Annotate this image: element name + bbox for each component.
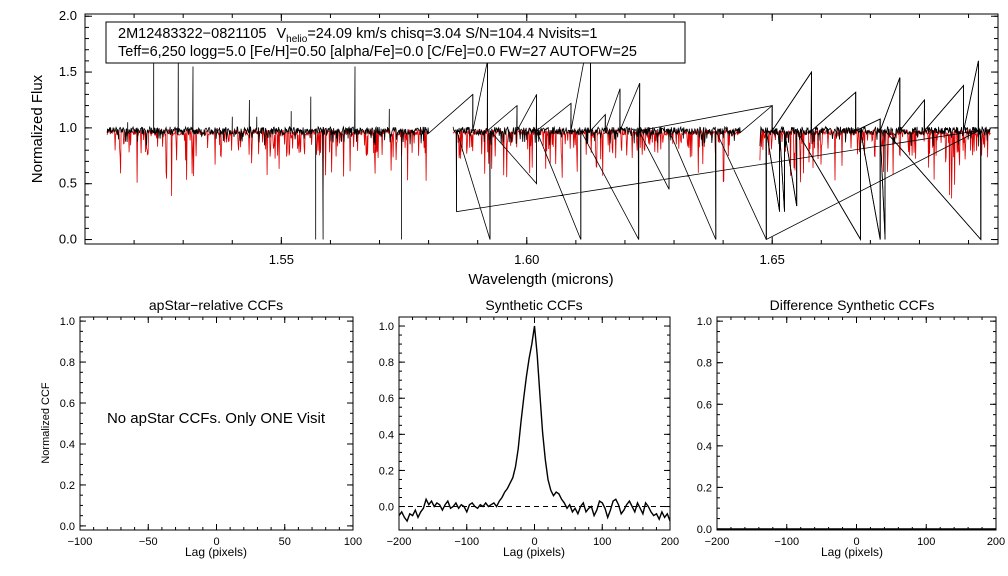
synthetic-ccf-line — [398, 325, 671, 523]
y-tick-label: 1.0 — [59, 120, 77, 135]
vhelio-subscript: helio — [286, 34, 308, 45]
no-ccf-note: No apStar CCFs. Only ONE Visit — [107, 410, 326, 427]
x-tick-label: 100 — [917, 536, 935, 548]
observed-spectrum-line — [106, 25, 982, 241]
x-tick-label: −200 — [387, 536, 412, 548]
synthetic-ccf-frame — [398, 316, 671, 531]
y-tick-label: 0.5 — [59, 176, 77, 191]
y-tick-label: 0.2 — [697, 482, 712, 494]
spectrum-info-box: 2M12483322−0821105 Vhelio=24.09 km/s chis… — [105, 21, 686, 64]
x-tick-label: 1.60 — [514, 252, 539, 267]
x-tick-label: −100 — [68, 536, 93, 548]
y-tick-label: 0.0 — [59, 232, 77, 247]
y-tick-label: 1.0 — [379, 321, 394, 333]
difference-ccf-panel: Difference Synthetic CCFs −200 −100 0 100 20… — [697, 297, 1005, 559]
observed-spectrum-series — [106, 25, 991, 241]
x-tick-label: −50 — [139, 536, 158, 548]
x-tick-label: 100 — [344, 536, 362, 548]
y-tick-label: 0.8 — [60, 357, 75, 369]
x-tick-label: 0 — [853, 536, 859, 548]
spectrum-plot-frame — [84, 13, 999, 245]
y-tick-label: 1.0 — [697, 316, 712, 328]
y-tick-label: 0.2 — [379, 465, 394, 477]
y-tick-label: 0.6 — [379, 393, 394, 405]
y-tick-label: 0.4 — [379, 429, 394, 441]
difference-ccf-frame — [716, 316, 997, 531]
x-tick-label: 200 — [661, 536, 679, 548]
synthetic-spectrum-line — [759, 128, 991, 199]
info-line-1-values: =24.09 km/s chisq=3.04 S/N=104.4 Nvisits… — [307, 26, 597, 42]
info-line-1: 2M12483322−0821105 Vhelio=24.09 km/s chis… — [118, 26, 597, 45]
apstar-ccf-title: apStar−relative CCFs — [149, 297, 283, 313]
apstar-ccf-axis-ticks: −100 −50 0 50 100 0.0 0.2 0.4 0.6 0.8 1.0 — [60, 316, 362, 548]
difference-ccf-axis-ticks: −200 −100 0 100 200 0.0 0.2 0.4 0.6 0.8 1.0 — [697, 316, 1005, 548]
y-tick-label: 0.0 — [697, 524, 712, 536]
info-line-2: Teff=6,250 logg=5.0 [Fe/H]=0.50 [alpha/F… — [118, 44, 637, 60]
y-tick-label: 0.6 — [60, 398, 75, 410]
x-tick-label: 200 — [987, 536, 1005, 548]
x-tick-label: −100 — [454, 536, 479, 548]
synthetic-ccf-axis-ticks: −200 −100 0 100 200 0.0 0.2 0.4 0.6 0.8 1.0 — [379, 316, 679, 548]
synthetic-ccf-panel: Synthetic CCFs −200 −100 0 100 200 0.0 0.2 0.4 0… — [379, 297, 679, 559]
x-tick-label: 50 — [279, 536, 291, 548]
spectrum-y-axis-label: Normalized Flux — [29, 74, 46, 183]
difference-ccf-title: Difference Synthetic CCFs — [770, 297, 935, 313]
spectrum-x-axis-label: Wavelength (microns) — [468, 271, 613, 288]
observed-spectrum-line — [759, 60, 991, 240]
x-tick-label: −100 — [774, 536, 799, 548]
synthetic-ccf-title: Synthetic CCFs — [485, 297, 582, 313]
synthetic-spectrum-line — [452, 128, 741, 183]
synthetic-spectrum-line — [106, 128, 429, 196]
y-tick-label: 2.0 — [59, 8, 77, 23]
synthetic-ccf-plot — [398, 325, 671, 523]
x-tick-label: 1.55 — [269, 252, 294, 267]
apstar-ccf-x-axis-label: Lag (pixels) — [185, 545, 247, 559]
y-tick-label: 0.4 — [697, 441, 712, 453]
y-tick-label: 0.8 — [379, 357, 394, 369]
y-tick-label: 1.0 — [60, 316, 75, 328]
star-id: 2M12483322−0821105 — [118, 26, 267, 42]
apstar-ccf-panel: apStar−relative CCFs −100 −50 0 50 100 0.0 0.2… — [40, 297, 362, 559]
x-tick-label: 100 — [593, 536, 611, 548]
synthetic-spectrum-series — [106, 128, 991, 199]
y-tick-label: 0.0 — [379, 502, 394, 514]
y-tick-label: 1.5 — [59, 64, 77, 79]
observed-spectrum-line — [452, 25, 982, 241]
difference-ccf-x-axis-label: Lag (pixels) — [821, 545, 883, 559]
y-tick-label: 0.6 — [697, 399, 712, 411]
info-box-frame — [105, 21, 686, 64]
x-tick-label: 0 — [213, 536, 219, 548]
spectrum-panel: 1.55 1.60 1.65 0.0 0.5 1.0 1.5 2.0 Wavelength (… — [29, 8, 999, 288]
apstar-ccf-y-axis-label: Normalized CCF — [40, 382, 52, 464]
x-tick-label: 1.65 — [760, 252, 785, 267]
y-tick-label: 0.8 — [697, 358, 712, 370]
spectrum-axis-ticks: 1.55 1.60 1.65 0.0 0.5 1.0 1.5 2.0 — [59, 8, 998, 267]
y-tick-label: 0.2 — [60, 480, 75, 492]
vhelio-symbol: V — [277, 26, 287, 42]
y-tick-label: 0.0 — [60, 521, 75, 533]
x-tick-label: −200 — [705, 536, 730, 548]
synthetic-ccf-x-axis-label: Lag (pixels) — [503, 545, 565, 559]
y-tick-label: 0.4 — [60, 439, 75, 451]
x-tick-label: 0 — [531, 536, 537, 548]
